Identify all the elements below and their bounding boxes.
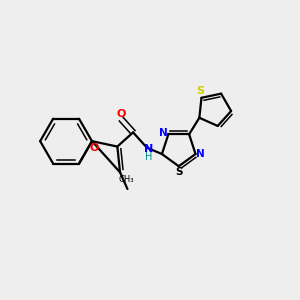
Text: N: N — [159, 128, 167, 138]
Text: N: N — [196, 149, 205, 159]
Text: O: O — [117, 109, 126, 119]
Text: S: S — [196, 86, 204, 96]
Text: N: N — [144, 144, 153, 154]
Text: S: S — [175, 167, 182, 177]
Text: H: H — [145, 152, 152, 161]
Text: O: O — [90, 142, 99, 153]
Text: CH₃: CH₃ — [118, 175, 134, 184]
